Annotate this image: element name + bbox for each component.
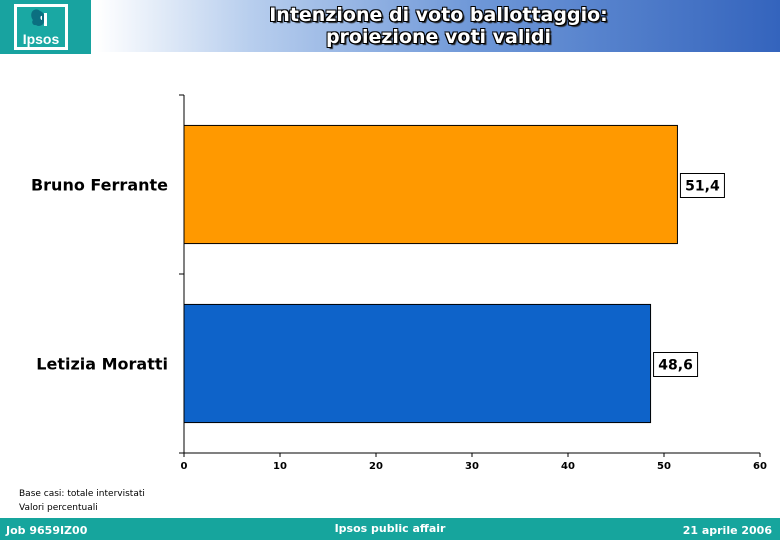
data-label: 48,6 [658,358,693,374]
x-tick-label: 20 [369,461,383,472]
logo-text: Ipsos [23,31,60,47]
category-label: Letizia Moratti [36,355,168,374]
notes: Base casi: totale intervistati Valori pe… [19,487,145,515]
x-tick-label: 30 [465,461,479,472]
x-tick-label: 40 [561,461,575,472]
header: Ipsos Intenzione di voto ballottaggio: p… [0,0,780,54]
title-band [97,0,780,52]
job-number: Job 9659IZ00 [6,524,88,537]
ipsos-logo: Ipsos [0,0,91,54]
footer: Job 9659IZ00 Ipsos public affair 21 apri… [0,518,780,540]
base-note: Base casi: totale intervistati [19,489,145,499]
footer-date: 21 aprile 2006 [682,524,772,537]
title-line-2: proiezione voti validi [325,26,552,48]
data-label: 51,4 [685,179,720,195]
category-label: Bruno Ferrante [31,176,168,195]
bar [183,124,678,245]
data-label-box [653,352,699,377]
footer-company: Ipsos public affair [334,522,446,535]
x-tick-label: 60 [753,461,767,472]
data-label-box [679,173,725,198]
ipsos-logo-icon: Ipsos [14,4,68,50]
x-tick-label: 0 [181,461,188,472]
x-tick-label: 10 [273,461,287,472]
title-line-1: Intenzione di voto ballottaggio: [269,4,608,26]
bar-chart: 0 10 20 30 40 50 60 Bruno Ferrante 51,4 Letizia M… [31,94,767,472]
page-title: Intenzione di voto ballottaggio: proiezi… [97,4,780,48]
bar [183,303,652,424]
values-note: Valori percentuali [19,503,98,513]
x-tick-label: 50 [657,461,671,472]
